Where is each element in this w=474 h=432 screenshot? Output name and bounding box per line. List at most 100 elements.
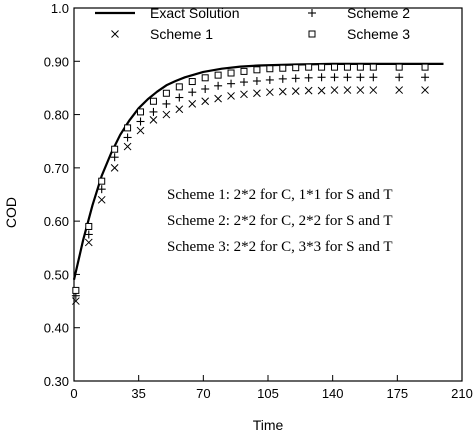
- data-point-scheme-1: [395, 86, 404, 94]
- marker-stroke: [278, 87, 287, 96]
- y-tick-label: 0.80: [44, 108, 69, 123]
- y-tick-label: 0.40: [44, 321, 69, 336]
- data-layer: [71, 62, 444, 305]
- y-tick-label: 0.50: [44, 267, 69, 282]
- legend-entry: Scheme 2: [308, 5, 410, 21]
- legend-label: Exact Solution: [150, 5, 240, 21]
- series-scheme-3: [72, 63, 429, 294]
- marker-stroke: [123, 142, 132, 151]
- marker-stroke: [175, 105, 184, 114]
- marker-stroke: [343, 86, 352, 94]
- marker-stroke: [97, 195, 106, 204]
- data-point-scheme-3: [305, 63, 313, 71]
- data-point-scheme-1: [253, 89, 261, 98]
- data-point-scheme-1: [84, 238, 93, 247]
- legend-entry: Scheme 1: [111, 26, 213, 42]
- data-point-scheme-3: [149, 97, 157, 105]
- data-point-scheme-2: [252, 77, 261, 86]
- data-point-scheme-3: [279, 64, 287, 72]
- legend-label: Scheme 2: [347, 5, 410, 21]
- x-tick-label: 35: [131, 386, 145, 401]
- y-tick-label: 0.30: [44, 374, 69, 389]
- marker-stroke: [162, 110, 171, 119]
- marker-stroke: [188, 100, 197, 108]
- marker-stroke: [265, 88, 274, 97]
- data-point-scheme-1: [227, 92, 235, 100]
- data-point-scheme-2: [214, 81, 223, 90]
- data-point-scheme-2: [330, 73, 339, 82]
- x-tick-label: 105: [257, 386, 279, 401]
- data-point-scheme-1: [421, 86, 429, 94]
- legend-marker-symbol: [308, 9, 316, 17]
- data-point-scheme-3: [395, 63, 403, 71]
- x-tick-label: 175: [386, 386, 408, 401]
- legend-entry: Exact Solution: [95, 5, 240, 21]
- series-scheme-2: [71, 73, 430, 300]
- marker-stroke: [304, 86, 313, 95]
- data-point-scheme-3: [331, 63, 339, 71]
- marker-stroke: [291, 87, 300, 95]
- data-point-scheme-1: [97, 195, 106, 204]
- annotations: Scheme 1: 2*2 for C, 1*1 for S and T Sche…: [167, 187, 393, 255]
- marker-stroke: [214, 94, 222, 103]
- marker-stroke: [136, 126, 145, 135]
- data-point-scheme-2: [278, 74, 287, 83]
- data-point-scheme-3: [201, 74, 209, 82]
- data-point-scheme-3: [124, 124, 132, 132]
- marker-stroke: [395, 86, 404, 94]
- data-point-scheme-1: [71, 297, 80, 305]
- data-point-scheme-2: [265, 75, 274, 84]
- axis-ticks: 0 35 70 105 140 175 210 0.30 0.40 0.50 0.60 0.70 0.8…: [44, 1, 473, 401]
- data-point-scheme-1: [265, 88, 274, 97]
- data-point-scheme-1: [278, 87, 287, 96]
- data-point-scheme-1: [162, 110, 171, 119]
- marker-stroke: [369, 86, 378, 94]
- data-point-scheme-3: [175, 83, 183, 91]
- marker-stroke: [317, 86, 326, 95]
- data-point-scheme-3: [227, 69, 235, 77]
- legend-label: Scheme 3: [347, 26, 410, 42]
- data-point-scheme-2: [421, 73, 430, 82]
- x-tick-label: 70: [196, 386, 210, 401]
- data-point-scheme-2: [369, 73, 378, 82]
- data-point-scheme-2: [291, 74, 300, 83]
- data-point-scheme-1: [110, 164, 119, 172]
- x-tick-label: 0: [70, 386, 77, 401]
- data-point-scheme-1: [149, 116, 158, 124]
- data-point-scheme-1: [304, 86, 313, 95]
- data-point-scheme-2: [239, 78, 248, 87]
- data-point-scheme-3: [162, 89, 170, 97]
- data-point-scheme-2: [110, 153, 119, 162]
- data-point-scheme-3: [253, 66, 261, 74]
- data-point-scheme-3: [85, 222, 93, 230]
- marker-stroke: [149, 116, 158, 124]
- data-point-scheme-2: [149, 107, 158, 116]
- data-point-scheme-1: [188, 100, 197, 108]
- data-point-scheme-3: [98, 177, 106, 185]
- data-point-scheme-3: [266, 65, 274, 73]
- x-axis-title: Time: [253, 417, 284, 432]
- data-point-scheme-2: [84, 230, 93, 239]
- data-point-scheme-1: [214, 94, 222, 103]
- data-point-scheme-3: [111, 145, 119, 153]
- data-point-scheme-2: [317, 73, 326, 82]
- marker-stroke: [110, 164, 119, 172]
- data-point-scheme-1: [330, 86, 339, 94]
- data-point-scheme-3: [356, 63, 364, 71]
- data-point-scheme-1: [175, 105, 184, 114]
- legend-marker-symbol: [308, 30, 316, 38]
- data-point-scheme-3: [343, 63, 351, 71]
- data-point-scheme-3: [318, 63, 326, 71]
- legend: Exact Solution Scheme 2 Scheme 1 Scheme 3: [95, 5, 410, 42]
- y-axis-title: COD: [3, 197, 19, 228]
- marker-stroke: [111, 30, 119, 38]
- annotation-text: Scheme 2: 2*2 for C, 2*2 for S and T: [167, 213, 393, 229]
- data-point-scheme-1: [356, 86, 365, 94]
- data-point-scheme-2: [136, 117, 145, 126]
- data-point-scheme-2: [395, 73, 404, 82]
- data-point-scheme-2: [162, 99, 171, 108]
- x-tick-label: 140: [322, 386, 344, 401]
- data-point-scheme-2: [123, 133, 132, 142]
